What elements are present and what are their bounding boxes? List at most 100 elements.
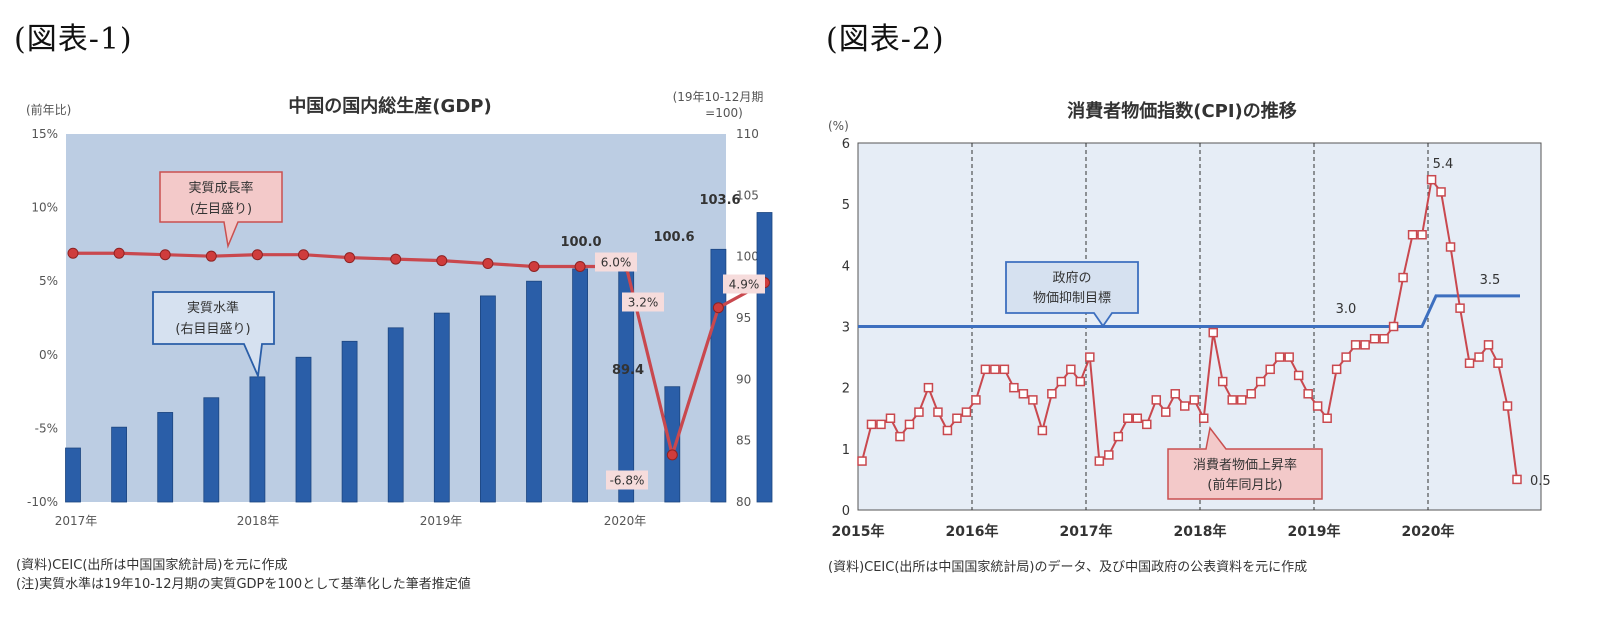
gdp-bar bbox=[433, 312, 450, 503]
cpi-point bbox=[1198, 413, 1209, 423]
cpi-point bbox=[1293, 370, 1304, 381]
cpi-point bbox=[1018, 389, 1029, 399]
gdp-line-data-label-bg bbox=[606, 470, 648, 490]
cpi-point bbox=[1208, 327, 1218, 338]
cpi-point bbox=[1047, 389, 1057, 399]
cpi-point bbox=[923, 382, 934, 393]
cpi-point bbox=[914, 407, 924, 417]
cpi-point bbox=[1341, 352, 1351, 362]
gdp-growth-callout-line1: 実質成長率 bbox=[188, 180, 253, 196]
gdp-growth-point bbox=[344, 252, 356, 264]
cpi-point bbox=[1104, 450, 1114, 460]
cpi-x-tick-label: 2015年 bbox=[832, 523, 885, 540]
gdp-growth-callout bbox=[159, 171, 283, 249]
cpi-y-tick-label: 3 bbox=[842, 321, 850, 336]
cpi-point bbox=[1474, 352, 1484, 362]
cpi-point bbox=[1170, 389, 1181, 399]
gdp-right-tick-label: 90 bbox=[736, 372, 751, 386]
cpi-point bbox=[1388, 321, 1399, 332]
gdp-growth-point bbox=[113, 247, 125, 259]
gdp-right-tick-label: 80 bbox=[736, 495, 751, 509]
cpi-point bbox=[1502, 401, 1513, 411]
gdp-growth-point bbox=[205, 250, 217, 262]
cpi-point bbox=[904, 419, 915, 430]
cpi-point bbox=[1274, 352, 1285, 362]
cpi-point bbox=[1151, 395, 1162, 405]
gdp-left-tick-label: 0% bbox=[39, 348, 58, 362]
gdp-growth-point bbox=[482, 258, 494, 270]
gdp-growth-point bbox=[666, 449, 678, 461]
cpi-point bbox=[1189, 395, 1199, 405]
cpi-point bbox=[1322, 413, 1332, 423]
gdp-bar-data-label: 100.0 bbox=[560, 235, 601, 250]
cpi-point bbox=[866, 419, 877, 430]
cpi-point bbox=[1464, 358, 1475, 368]
gdp-growth-point bbox=[159, 249, 171, 261]
cpi-point bbox=[1085, 352, 1095, 362]
cpi-target-callout-line1: 政府の bbox=[1052, 271, 1091, 286]
gdp-growth-point bbox=[67, 247, 79, 259]
gdp-bar bbox=[664, 386, 681, 503]
cpi-point bbox=[980, 364, 991, 375]
gdp-bar bbox=[479, 295, 496, 503]
gdp-bar bbox=[249, 376, 266, 503]
gdp-line-data-label: -6.8% bbox=[610, 474, 645, 488]
cpi-y-tick-label: 1 bbox=[842, 443, 850, 458]
gdp-right-axis-label: (19年10-12月期 bbox=[673, 90, 764, 104]
cpi-point bbox=[1142, 419, 1152, 430]
cpi-point bbox=[1161, 407, 1171, 417]
cpi-point bbox=[1227, 395, 1237, 405]
gdp-bar-data-label: 100.6 bbox=[653, 230, 694, 245]
cpi-point bbox=[1379, 333, 1389, 344]
gdp-left-tick-label: -10% bbox=[27, 495, 58, 509]
cpi-point bbox=[857, 456, 867, 466]
cpi-line-callout-line2: (前年同月比) bbox=[1207, 477, 1282, 493]
cpi-point bbox=[1028, 395, 1038, 405]
gdp-x-tick-label: 2020年 bbox=[604, 514, 647, 528]
gdp-level-callout-line2: (右目目盛り) bbox=[175, 322, 250, 337]
cpi-point bbox=[1066, 364, 1076, 375]
gdp-growth-point bbox=[574, 260, 586, 272]
gdp-right-tick-label: 105 bbox=[736, 188, 759, 202]
figure1-footnote: (注)実質水準は19年10-12月期の実質GDPを100として基準化した筆者推定… bbox=[16, 577, 471, 592]
cpi-target-callout bbox=[1005, 261, 1139, 328]
gdp-right-tick-label: 85 bbox=[736, 434, 751, 448]
gdp-left-tick-label: 10% bbox=[31, 201, 58, 215]
gdp-bar bbox=[387, 327, 404, 503]
cpi-point bbox=[1312, 401, 1323, 411]
cpi-point bbox=[1483, 340, 1494, 350]
cpi-y-tick-label: 5 bbox=[842, 198, 850, 213]
cpi-point bbox=[1265, 364, 1275, 375]
cpi-point bbox=[1331, 364, 1342, 375]
cpi-point bbox=[1246, 389, 1256, 399]
gdp-growth-line bbox=[73, 251, 766, 461]
cpi-point bbox=[1236, 395, 1247, 405]
cpi-point bbox=[1132, 413, 1143, 423]
cpi-x-tick-label: 2016年 bbox=[946, 523, 999, 540]
cpi-point bbox=[1426, 174, 1437, 185]
cpi-point bbox=[1417, 230, 1427, 240]
gdp-line-data-label-bg bbox=[622, 292, 664, 312]
gdp-bar bbox=[710, 248, 727, 503]
cpi-y-tick-label: 2 bbox=[842, 382, 850, 397]
gdp-x-tick-label: 2019年 bbox=[420, 514, 463, 528]
cpi-point bbox=[961, 407, 972, 417]
cpi-point bbox=[942, 425, 953, 436]
figure2-source-note: (資料)CEIC(出所は中国国家統計局)のデータ、及び中国政府の公表資料を元に作… bbox=[828, 560, 1308, 575]
cpi-point bbox=[1369, 333, 1380, 344]
gdp-bar bbox=[65, 447, 81, 503]
cpi-point bbox=[1360, 340, 1370, 350]
gdp-line-data-label: 3.2% bbox=[628, 296, 659, 310]
cpi-line-callout-line1: 消費者物価上昇率 bbox=[1193, 457, 1297, 473]
cpi-data-label: 5.4 bbox=[1433, 157, 1454, 172]
gdp-bar bbox=[157, 412, 174, 503]
cpi-point bbox=[1350, 340, 1361, 350]
figure2-label: (図表-2) bbox=[826, 22, 945, 57]
gdp-growth-point bbox=[251, 249, 263, 261]
cpi-point bbox=[1398, 272, 1408, 283]
cpi-point bbox=[1493, 358, 1503, 368]
cpi-point bbox=[990, 364, 1000, 375]
cpi-data-label: 3.0 bbox=[1336, 302, 1357, 317]
cpi-point bbox=[1037, 425, 1048, 436]
